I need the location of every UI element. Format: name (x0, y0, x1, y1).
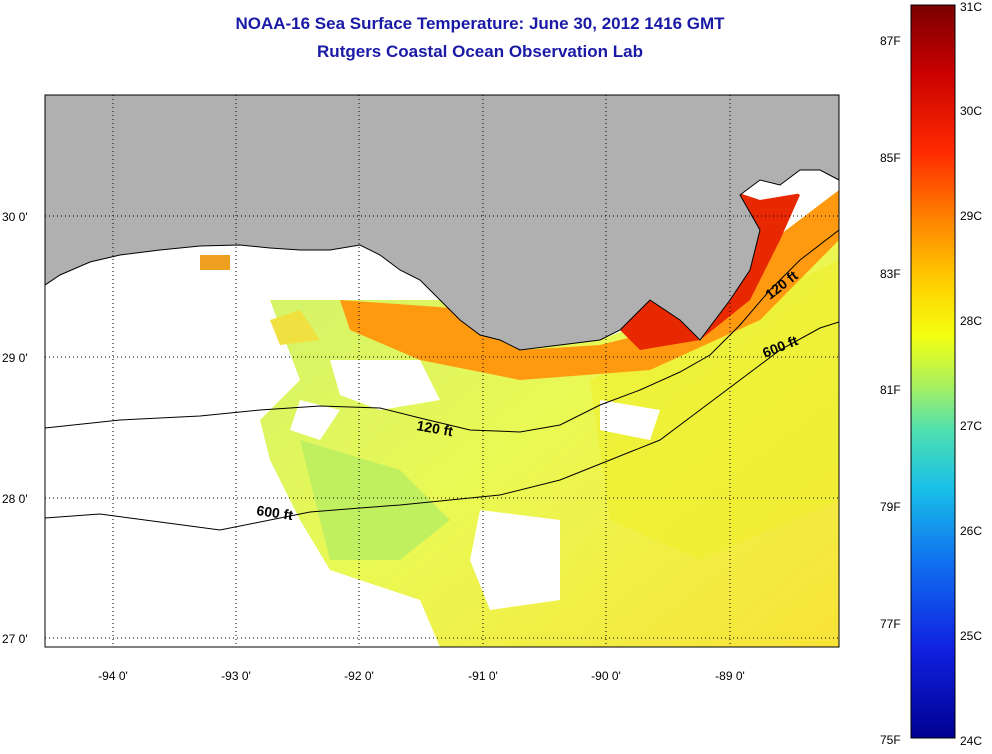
colorbar (910, 4, 956, 739)
lat-label-30: 30 0' (2, 210, 28, 224)
c-label-27: 27C (960, 419, 982, 433)
lon-label-91: -91 0' (468, 669, 498, 683)
lon-label-94: -94 0' (98, 669, 128, 683)
map-subtitle: Rutgers Coastal Ocean Observation Lab (317, 42, 643, 61)
f-label-83: 83F (880, 267, 901, 281)
c-label-31: 31C (960, 0, 982, 14)
lon-label-93: -93 0' (221, 669, 251, 683)
lat-label-29: 29 0' (2, 351, 28, 365)
c-label-30: 30C (960, 104, 982, 118)
colorbar-fahrenheit-labels: 87F 85F 83F 81F 79F 77F 75F (880, 34, 901, 747)
c-label-25: 25C (960, 629, 982, 643)
c-label-24: 24C (960, 734, 982, 748)
f-label-79: 79F (880, 500, 901, 514)
colorbar-celsius-labels: 31C 30C 29C 28C 27C 26C 25C 24C (960, 0, 982, 748)
lat-label-28: 28 0' (2, 492, 28, 506)
lon-label-89: -89 0' (715, 669, 745, 683)
land-mass (45, 95, 839, 351)
f-label-81: 81F (880, 383, 901, 397)
contour-label-600ft-west: 600 ft (256, 502, 295, 523)
contour-600ft (45, 321, 839, 531)
c-label-28: 28C (960, 314, 982, 328)
lat-label-27: 27 0' (2, 632, 28, 646)
f-label-85: 85F (880, 151, 901, 165)
lon-label-92: -92 0' (344, 669, 374, 683)
graticule (45, 95, 839, 647)
map-title: NOAA-16 Sea Surface Temperature: June 30… (235, 14, 725, 33)
contour-label-120ft-south: 120 ft (415, 417, 454, 439)
c-label-26: 26C (960, 524, 982, 538)
f-label-87: 87F (880, 34, 901, 48)
map-frame (44, 94, 840, 648)
contour-120ft (45, 229, 839, 433)
lon-label-90: -90 0' (591, 669, 621, 683)
f-label-75: 75F (880, 733, 901, 747)
f-label-77: 77F (880, 617, 901, 631)
c-label-29: 29C (960, 209, 982, 223)
